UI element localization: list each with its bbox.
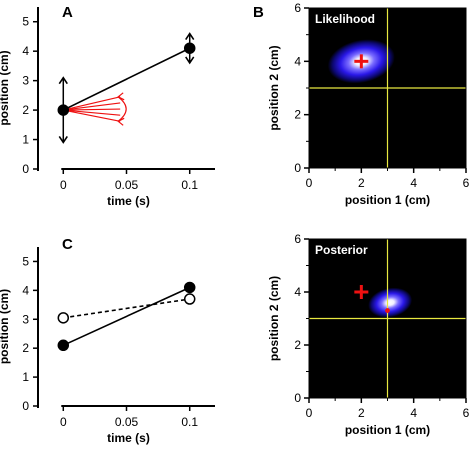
y-tick-label: 5 <box>22 254 29 268</box>
error-arrow-head <box>58 76 68 85</box>
y-axis-label: position (cm) <box>0 50 11 125</box>
data-point <box>183 293 196 305</box>
y-tick-label: 0 <box>22 399 29 413</box>
x-tick-label: 2 <box>358 406 365 420</box>
panel-b: Likelihood 00 2 2 4 4 6 6 position 1 (cm) positio… <box>267 1 470 207</box>
density-blob <box>368 287 413 318</box>
data-point <box>183 42 196 54</box>
panel-d: Posterior 00 2 2 4 4 6 6 position 1 (cm) position… <box>267 232 470 437</box>
inset-label: Likelihood <box>315 12 375 26</box>
y-tick-label: 0 <box>294 391 301 405</box>
fan-arc-head <box>117 117 125 126</box>
x-axis-label: position 1 (cm) <box>345 423 430 437</box>
y-axis-label: position 2 (cm) <box>267 276 281 361</box>
x-tick-label: 0 <box>306 406 313 420</box>
data-point <box>57 104 70 116</box>
data-point <box>57 312 70 324</box>
x-tick-label: 6 <box>463 176 470 190</box>
x-axis-label: position 1 (cm) <box>345 193 430 207</box>
y-tick-label: 3 <box>22 312 29 326</box>
panel-label-c: C <box>62 236 73 253</box>
y-tick-label: 1 <box>22 133 29 147</box>
y-tick-label: 0 <box>294 161 301 175</box>
x-tick-label: 6 <box>463 406 470 420</box>
x-axis-label: time (s) <box>107 431 150 445</box>
series-line <box>63 298 190 319</box>
fan-line <box>63 108 121 111</box>
x-tick-label: 0.1 <box>181 178 198 192</box>
y-tick-label: 2 <box>294 338 301 352</box>
inset-label: Posterior <box>315 243 368 257</box>
data-point <box>57 339 70 352</box>
y-tick-label: 6 <box>294 1 301 15</box>
x-tick-label: 4 <box>410 406 417 420</box>
y-axis-label: position (cm) <box>0 289 11 364</box>
x-tick-label: 0 <box>306 176 313 190</box>
x-tick-label: 0.05 <box>115 178 139 192</box>
x-tick-label: 0 <box>60 415 67 429</box>
panel-a: 0 1 2 3 4 5 0 0.05 0.1 time (s) position (cm) <box>0 7 215 208</box>
error-arrow-head <box>58 136 68 144</box>
y-tick-label: 5 <box>22 15 29 29</box>
fan-line <box>63 96 121 111</box>
fan-arc-head <box>117 92 125 101</box>
x-tick-label: 0 <box>60 178 67 192</box>
y-tick-label: 2 <box>22 103 29 117</box>
fan-arc <box>117 96 127 122</box>
y-tick-label: 0 <box>22 162 29 176</box>
panel-label-b: B <box>253 4 264 21</box>
y-tick-label: 4 <box>294 54 301 68</box>
fan-line <box>63 109 121 116</box>
y-tick-label: 2 <box>22 341 29 355</box>
panel-c: 0 1 2 3 4 5 0 0.05 0.1 time (s) position (cm) <box>0 247 215 445</box>
series-line <box>62 47 191 111</box>
y-tick-label: 3 <box>22 74 29 88</box>
series-line <box>62 286 191 347</box>
error-arrow-head <box>185 32 195 40</box>
dot-marker <box>385 308 390 313</box>
data-point <box>183 281 196 294</box>
y-tick-label: 4 <box>22 283 29 297</box>
y-tick-label: 1 <box>22 370 29 384</box>
panel-label-a: A <box>62 4 73 21</box>
y-tick-label: 4 <box>22 44 29 58</box>
x-tick-label: 4 <box>410 176 417 190</box>
x-tick-label: 0.05 <box>115 415 139 429</box>
fan-line <box>63 109 121 122</box>
y-tick-label: 4 <box>294 285 301 299</box>
x-tick-label: 2 <box>358 176 365 190</box>
y-axis-label: position 2 (cm) <box>267 45 281 130</box>
y-tick-label: 6 <box>294 232 301 246</box>
x-axis-label: time (s) <box>107 194 150 208</box>
error-arrow-head <box>185 56 195 65</box>
y-tick-label: 2 <box>294 108 301 122</box>
x-tick-label: 0.1 <box>181 415 198 429</box>
fan-line <box>63 102 121 111</box>
